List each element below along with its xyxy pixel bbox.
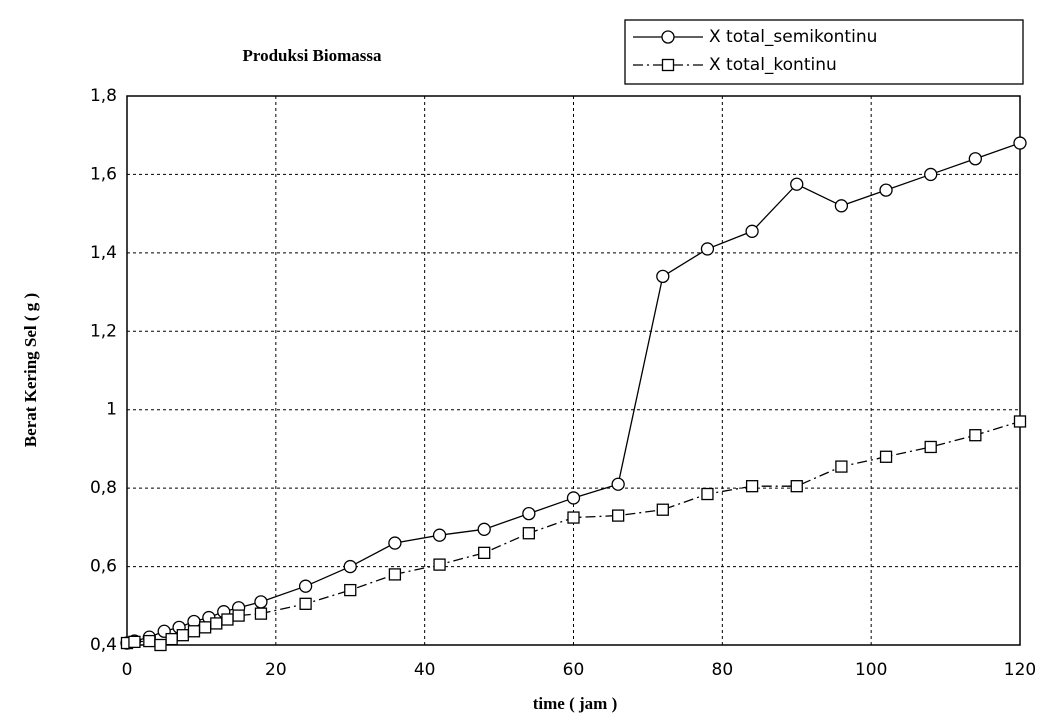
marker <box>478 523 490 535</box>
marker <box>791 481 802 492</box>
marker <box>1015 416 1026 427</box>
marker <box>747 481 758 492</box>
marker <box>222 614 233 625</box>
y-tick-label: 1 <box>106 400 117 420</box>
marker <box>702 489 713 500</box>
y-tick-label: 1,6 <box>90 164 117 184</box>
y-tick-label: 1,2 <box>90 321 117 341</box>
marker <box>657 270 669 282</box>
y-tick-label: 1,8 <box>90 86 117 106</box>
legend-marker <box>663 60 674 71</box>
x-tick-label: 80 <box>712 660 734 680</box>
x-tick-label: 0 <box>122 660 133 680</box>
x-tick-label: 20 <box>265 660 287 680</box>
legend-marker <box>662 31 674 43</box>
marker <box>300 580 312 592</box>
marker <box>389 537 401 549</box>
marker <box>657 504 668 515</box>
x-tick-label: 60 <box>563 660 585 680</box>
marker <box>129 636 140 647</box>
marker <box>612 478 624 490</box>
marker <box>211 618 222 629</box>
marker <box>434 529 446 541</box>
marker <box>434 559 445 570</box>
y-tick-label: 1,4 <box>90 243 117 263</box>
marker <box>746 225 758 237</box>
marker <box>144 636 155 647</box>
marker <box>479 547 490 558</box>
marker <box>969 153 981 165</box>
marker <box>925 168 937 180</box>
marker <box>344 561 356 573</box>
marker <box>1014 137 1026 149</box>
marker <box>568 492 580 504</box>
legend-label: X total_semikontinu <box>709 27 877 47</box>
marker <box>255 596 267 608</box>
y-axis-label: Berat Kering Sel ( g ) <box>21 293 40 447</box>
marker <box>836 461 847 472</box>
marker <box>300 598 311 609</box>
marker <box>568 512 579 523</box>
marker <box>881 451 892 462</box>
marker <box>345 585 356 596</box>
plot-frame <box>127 96 1020 645</box>
marker <box>389 569 400 580</box>
marker <box>177 630 188 641</box>
marker <box>925 441 936 452</box>
marker <box>880 184 892 196</box>
chart-title: Produksi Biomassa <box>242 46 382 65</box>
legend-label: X total_kontinu <box>709 55 837 75</box>
marker <box>701 243 713 255</box>
marker <box>200 622 211 633</box>
marker <box>523 528 534 539</box>
marker <box>835 200 847 212</box>
y-tick-label: 0,6 <box>90 557 117 577</box>
marker <box>188 626 199 637</box>
x-tick-label: 40 <box>414 660 436 680</box>
marker <box>791 178 803 190</box>
y-tick-label: 0,4 <box>90 635 117 655</box>
y-tick-label: 0,8 <box>90 478 117 498</box>
marker <box>613 510 624 521</box>
marker <box>970 430 981 441</box>
marker <box>255 608 266 619</box>
x-tick-label: 100 <box>855 660 887 680</box>
x-tick-label: 120 <box>1004 660 1036 680</box>
chart: Produksi Biomassa time ( jam ) Berat Ker… <box>0 0 1045 722</box>
marker <box>523 508 535 520</box>
marker <box>155 640 166 651</box>
marker <box>233 610 244 621</box>
marker <box>166 634 177 645</box>
x-axis-label: time ( jam ) <box>533 694 618 713</box>
